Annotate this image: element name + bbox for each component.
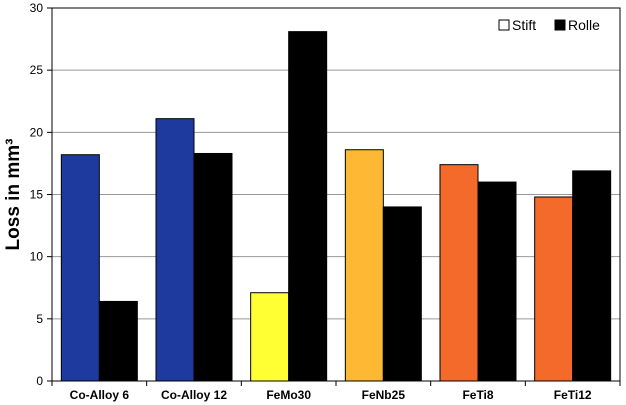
x-tick-label: Co-Alloy 6 [70,388,130,402]
y-tick-label: 30 [30,1,44,15]
y-tick-label: 5 [36,312,43,326]
bar-rolle-feti12 [572,170,612,382]
y-tick-labels: 0 5 10 15 20 25 30 [30,1,44,388]
legend-label-stift: Stift [512,17,536,33]
bars-group [60,31,612,382]
y-axis-label: Loss in mm³ [3,139,24,251]
bar-stift-femo30 [250,292,290,382]
legend-label-rolle: Rolle [568,17,600,33]
axes [47,7,621,386]
bar-rolle-co-alloy-6 [98,300,138,382]
legend-swatch-rolle [554,19,566,31]
y-tick-label: 10 [30,250,44,264]
bar-stift-co-alloy-12 [155,118,195,382]
x-tick-label: FeTi12 [554,388,592,402]
y-tick-label: 25 [30,63,44,77]
x-tick-label: Co-Alloy 12 [161,388,227,402]
legend-swatch-stift [498,19,510,31]
bar-stift-co-alloy-6 [60,154,100,382]
x-tick-label: FeMo30 [266,388,311,402]
bar-rolle-feti8 [477,181,517,382]
bar-rolle-co-alloy-12 [193,152,233,382]
x-tick-label: FeTi8 [462,388,493,402]
y-tick-label: 20 [30,125,44,139]
legend: Stift Rolle [498,17,600,33]
bar-stift-fenb25 [344,149,384,382]
bar-rolle-fenb25 [382,206,422,382]
y-tick-label: 0 [36,374,43,388]
y-tick-label: 15 [30,188,44,202]
x-tick-labels: Co-Alloy 6 Co-Alloy 12 FeMo30 FeNb25 FeTi8 Fe… [70,388,592,402]
bar-rolle-femo30 [288,31,328,382]
bar-stift-feti8 [439,164,479,382]
x-tick-label: FeNb25 [362,388,406,402]
bar-stift-feti12 [534,196,574,382]
